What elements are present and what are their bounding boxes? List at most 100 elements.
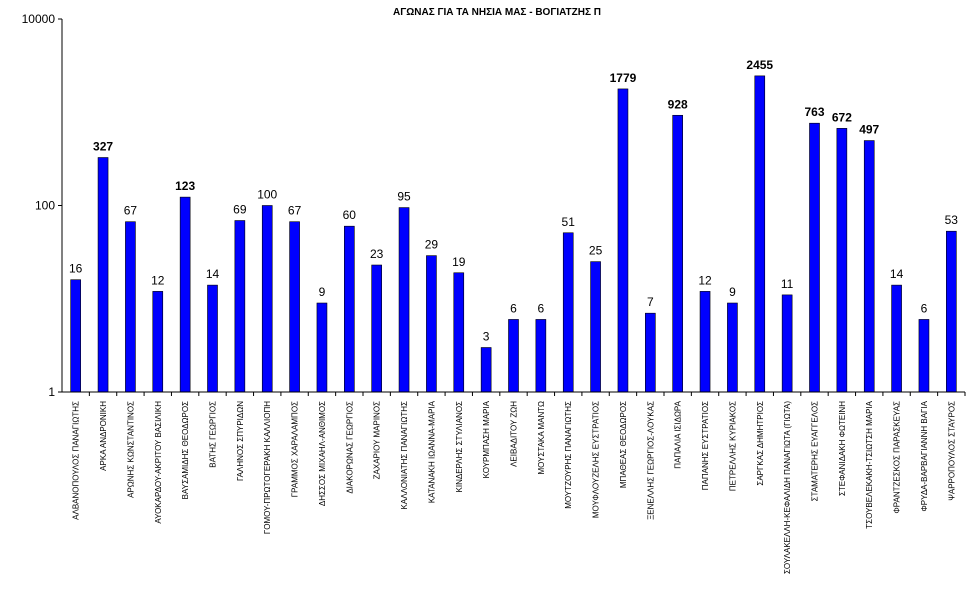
bar xyxy=(179,196,191,393)
bar-value-label: 6 xyxy=(538,301,545,315)
x-category-label: ΜΟΥΤΖΟΥΡΗΣ ΠΑΝΑΓΙΩΤΗΣ xyxy=(564,401,573,509)
x-category-label: ΔΗΣΣΟΣ ΜΙΧΑΗΛ-ΑΝΘΙΜΟΣ xyxy=(318,401,327,506)
x-category-label: ΒΑΤΗΣ ΓΕΩΡΓΙΟΣ xyxy=(209,401,218,468)
bar-value-label: 12 xyxy=(698,273,712,287)
bar-value-label: 67 xyxy=(288,204,302,218)
bar xyxy=(809,122,820,393)
x-category-label: ΔΙΑΚΟΡΩΝΑΣ ΓΕΩΡΓΙΟΣ xyxy=(345,401,354,494)
bar-value-label: 1779 xyxy=(610,71,637,85)
x-category-label: ΣΑΡΓΚΑΣ ΔΗΜΗΤΡΙΟΣ xyxy=(756,401,765,486)
bar-value-label: 9 xyxy=(319,285,326,299)
bar-value-label: 2455 xyxy=(746,58,773,72)
bar xyxy=(289,221,300,393)
chart-title: ΑΓΩΝΑΣ ΓΙΑ ΤΑ ΝΗΣΙΑ ΜΑΣ - ΒΟΓΙΑΤΖΗΣ Π xyxy=(393,7,601,18)
x-category-label: ΖΑΧΑΡΙΟΥ ΜΑΡΙΝΟΣ xyxy=(373,401,382,479)
bar-value-label: 327 xyxy=(93,140,113,154)
x-category-label: ΤΣΟΥΒΕΛΕΚΑΚΗ-ΤΣΙΩΤΣΗ ΜΑΡΙΑ xyxy=(865,400,874,528)
bar xyxy=(426,255,437,393)
bar-value-label: 29 xyxy=(425,238,439,252)
bar xyxy=(946,230,957,393)
bar xyxy=(535,319,547,393)
x-category-label: ΠΕΤΡΕΛΛΗΣ ΚΥΡΙΑΚΟΣ xyxy=(728,401,737,491)
x-category-label: ΚΙΝΔΕΡΛΗΣ ΣΤΥΛΙΑΝΟΣ xyxy=(455,401,464,493)
bar xyxy=(562,232,574,393)
bar-value-label: 19 xyxy=(452,255,466,269)
bar xyxy=(261,205,273,393)
bar xyxy=(699,291,711,393)
x-category-label: ΨΑΡΡΟΠΟΥΛΟΣ ΣΤΑΥΡΟΣ xyxy=(947,401,956,501)
x-category-label: ΜΠΑΘΕΑΣ ΘΕΟΔΩΡΟΣ xyxy=(619,401,628,488)
x-category-label: ΚΑΤΑΝΑΚΗ ΙΩΑΝΝΑ-ΜΑΡΙΑ xyxy=(427,400,436,503)
bar xyxy=(590,261,601,393)
bar xyxy=(152,291,164,393)
y-tick-label: 10000 xyxy=(22,12,56,26)
bar-value-label: 12 xyxy=(151,273,165,287)
bar xyxy=(617,88,629,393)
x-category-label: ΓΡΑΜΜΟΣ ΧΑΡΑΛΑΜΠΟΣ xyxy=(291,401,300,497)
bar xyxy=(781,294,793,393)
x-category-label: ΠΑΠΑΛΙΑ ΙΣΙΔΩΡΑ xyxy=(674,400,683,468)
x-category-label: ΣΟΥΛΑΚΕΛΛΗ-ΚΕΦΑΛΙΔΗ ΠΑΝΑΓΙΩΤΑ (ΓΙΩΤΑ) xyxy=(783,401,792,574)
bar-value-label: 9 xyxy=(729,285,736,299)
bar xyxy=(316,302,328,393)
bar-value-label: 95 xyxy=(397,190,411,204)
bar-value-label: 497 xyxy=(859,123,879,137)
x-category-label: ΦΡΑΝΤΖΕΣΚΟΣ ΠΑΡΑΣΚΕΥΑΣ xyxy=(893,401,902,514)
bar xyxy=(508,319,519,393)
bar xyxy=(371,264,382,393)
bar-value-label: 14 xyxy=(890,267,904,281)
bar-value-label: 6 xyxy=(921,301,928,315)
bar-value-label: 123 xyxy=(175,179,195,193)
bar xyxy=(344,225,355,393)
x-category-label: ΛΕΙΒΑΔΙΤΟΥ ΖΩΗ xyxy=(510,401,519,467)
bar xyxy=(97,157,109,393)
bar-value-label: 25 xyxy=(589,244,603,258)
bar xyxy=(754,75,766,393)
bar-value-label: 51 xyxy=(562,215,576,229)
bar xyxy=(918,319,930,393)
x-category-label: ΣΤΑΜΑΤΕΡΗΣ ΕΥΑΓΓΕΛΟΣ xyxy=(811,401,820,501)
bar xyxy=(234,220,246,393)
bar-value-label: 67 xyxy=(124,204,138,218)
y-tick-label: 1 xyxy=(48,385,55,399)
x-category-label: ΣΤΕΦΑΝΙΔΑΚΗ ΦΩΤΕΙΝΗ xyxy=(838,401,847,496)
x-category-label: ΓΑΛΗΝΟΣ ΣΠΥΡΙΔΩΝ xyxy=(236,401,245,481)
bar-value-label: 11 xyxy=(781,277,794,291)
bars-group xyxy=(70,75,957,393)
x-category-label: ΓΟΜΟΥ-ΠΡΩΤΟΓΕΡΑΚΗ ΚΑΛΛΙΟΠΗ xyxy=(263,401,272,534)
bar-value-label: 100 xyxy=(257,188,277,202)
bar xyxy=(891,284,902,393)
x-category-label: ΒΑΥΣΑΜΙΔΗΣ ΘΕΟΔΩΡΟΣ xyxy=(181,401,190,499)
bar xyxy=(836,128,848,393)
y-tick-label: 100 xyxy=(35,199,55,213)
x-category-label: ΞΕΝΕΛΛΗΣ ΓΕΩΡΓΙΟΣ-ΛΟΥΚΑΣ xyxy=(646,401,655,520)
bar xyxy=(672,114,683,393)
bar xyxy=(207,284,218,393)
x-category-label: ΜΟΥΣΤΑΚΑ ΜΑΝΤΩ xyxy=(537,401,546,475)
x-axis-ticks xyxy=(88,392,966,396)
bar xyxy=(727,302,738,393)
x-category-label: ΚΟΥΡΜΠΑΣΗ ΜΑΡΙΑ xyxy=(482,400,491,478)
bar-value-label: 53 xyxy=(945,213,959,227)
bar-value-label: 3 xyxy=(483,330,490,344)
x-category-label: ΑΡΩΝΗΣ ΚΩΝΣΤΑΝΤΙΝΟΣ xyxy=(126,401,135,498)
bar xyxy=(863,140,875,393)
bar-value-label: 16 xyxy=(69,262,83,276)
x-category-label: ΚΑΛΛΟΝΙΑΤΗΣ ΠΑΝΑΓΙΩΤΗΣ xyxy=(400,401,409,509)
x-category-label: ΑΡΚΑ ΑΝΔΡΟΝΙΚΗ xyxy=(99,401,108,471)
bar-value-label: 928 xyxy=(668,97,688,111)
bar xyxy=(645,312,656,393)
x-category-label: ΜΟΥΦΛΟΥΖΕΛΗΣ ΕΥΣΤΡΑΤΙΟΣ xyxy=(592,401,601,518)
x-category-label: ΑΛΒΑΝΟΠΟΥΛΟΣ ΠΑΝΑΓΙΩΤΗΣ xyxy=(72,401,81,520)
bar-value-label: 763 xyxy=(804,105,824,119)
y-axis-ticks: 1 100 10000 xyxy=(22,12,62,399)
bar-value-label: 7 xyxy=(647,295,654,309)
bar xyxy=(453,272,465,393)
bar-value-label: 14 xyxy=(206,267,220,281)
bar-value-label: 23 xyxy=(370,247,384,261)
bar xyxy=(480,347,492,393)
bar xyxy=(398,207,410,393)
bar-value-label: 6 xyxy=(510,301,517,315)
